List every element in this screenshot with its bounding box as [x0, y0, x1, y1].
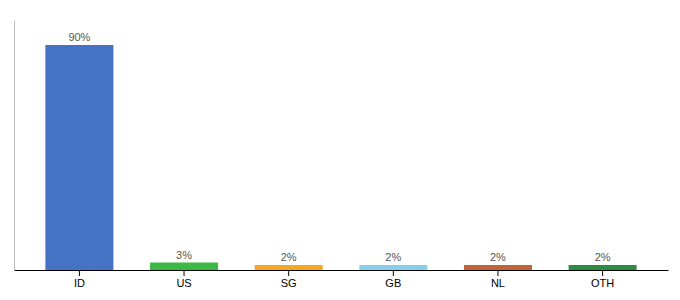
data-label: 3%: [176, 249, 192, 261]
x-tick-label: SG: [281, 277, 297, 289]
data-label: 2%: [385, 251, 401, 263]
data-labels: 90% 3% 2% 2% 2% 2%: [68, 31, 610, 263]
bar: [255, 265, 323, 270]
data-label: 2%: [490, 251, 506, 263]
x-axis: ID US SG GB NL OTH: [15, 270, 669, 289]
data-label: 2%: [281, 251, 297, 263]
bar: [45, 45, 113, 270]
data-label: 90%: [68, 31, 90, 43]
x-axis-line: [15, 270, 669, 271]
x-tick: ID: [74, 270, 85, 289]
plot: ID US SG GB NL OTH 90% 3% 2% 2% 2% 2%: [15, 21, 669, 289]
y-axis-line: [14, 21, 15, 271]
x-tick: GB: [385, 270, 401, 289]
x-tick: NL: [491, 270, 505, 289]
bars: [45, 45, 636, 270]
data-label: 2%: [595, 251, 611, 263]
x-tick: SG: [281, 270, 297, 289]
x-tick-mark: [497, 270, 498, 276]
x-tick-mark: [393, 270, 394, 276]
x-tick: OTH: [591, 270, 614, 289]
x-tick-label: GB: [385, 277, 401, 289]
chart: ID US SG GB NL OTH 90% 3% 2% 2% 2% 2%: [0, 0, 680, 300]
x-tick-label: OTH: [591, 277, 614, 289]
bar: [359, 265, 427, 270]
x-tick-mark: [184, 270, 185, 276]
x-tick-mark: [79, 270, 80, 276]
bar: [464, 265, 532, 270]
bar: [150, 263, 218, 271]
x-tick: US: [176, 270, 191, 289]
y-axis: [14, 21, 15, 271]
x-tick-label: NL: [491, 277, 505, 289]
x-tick-mark: [602, 270, 603, 276]
x-tick-label: US: [176, 277, 191, 289]
x-tick-label: ID: [74, 277, 85, 289]
bar: [569, 265, 637, 270]
x-tick-mark: [288, 270, 289, 276]
